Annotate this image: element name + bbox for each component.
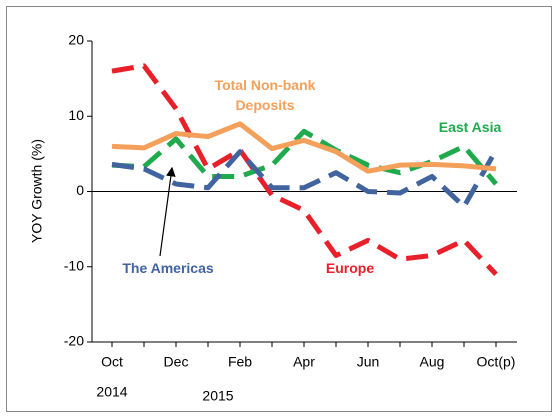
y-tick-label: 0: [76, 182, 84, 198]
x-tick-label: Feb: [228, 354, 252, 370]
y-tick-label: -20: [64, 333, 84, 349]
year-label: 2015: [202, 388, 233, 404]
series-label: The Americas: [122, 260, 214, 276]
frame-border: [6, 6, 552, 412]
x-tick-label: Oct(p): [477, 354, 516, 370]
year-label: 2014: [96, 384, 127, 400]
series-line: [111, 148, 499, 210]
series-label: Europe: [325, 260, 375, 276]
pointer-arrow: [159, 166, 176, 257]
x-tick-label: Jun: [357, 354, 380, 370]
series-label: East Asia: [438, 119, 502, 135]
x-tick-label: Oct: [101, 354, 123, 370]
y-tick-label: 10: [68, 107, 84, 123]
y-tick-label: -10: [64, 257, 84, 273]
x-tick-label: Apr: [293, 354, 315, 370]
series-line: [111, 128, 498, 186]
series-line: [111, 63, 498, 276]
y-axis-label: YOY Growth (%): [29, 139, 45, 243]
x-tick-label: Dec: [164, 354, 189, 370]
series-label: Total Non-bank Deposits: [214, 77, 316, 113]
x-tick-label: Aug: [420, 354, 445, 370]
series-line: [111, 121, 497, 174]
y-tick-label: 20: [68, 32, 84, 48]
